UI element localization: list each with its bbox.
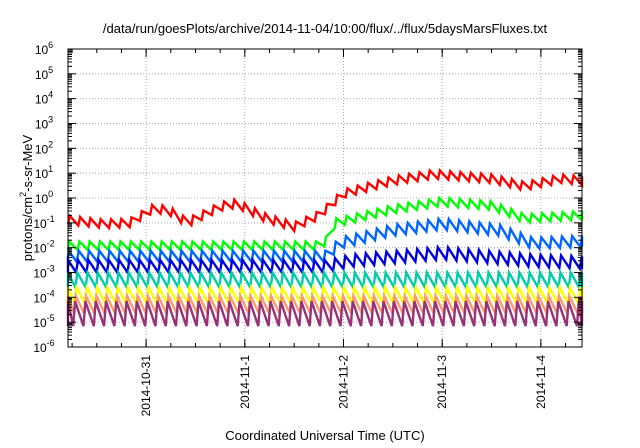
y-tick-label: 10-3 bbox=[33, 264, 54, 281]
series-line-4 bbox=[66, 244, 584, 276]
y-tick-label: 10-2 bbox=[33, 239, 54, 256]
y-tick-label: 104 bbox=[35, 90, 53, 107]
y-tick-label: 10-4 bbox=[33, 288, 54, 305]
y-tick-label: 103 bbox=[35, 115, 53, 132]
y-axis-label-sup: 2 bbox=[18, 192, 28, 197]
y-tick-label: 10-5 bbox=[33, 313, 54, 330]
x-axis-label: Coordinated Universal Time (UTC) bbox=[225, 428, 424, 443]
chart-title: /data/run/goesPlots/archive/2014-11-04/1… bbox=[103, 21, 548, 36]
y-tick-label: 10-1 bbox=[33, 214, 54, 231]
y-tick-label: 100 bbox=[35, 189, 53, 206]
y-axis-label: protons/cm2-s-sr-MeV bbox=[18, 134, 35, 261]
x-ticks: 2014-10-31 2014-11-1 2014-11-2 2014-11-3 201… bbox=[71, 49, 567, 417]
x-tick-label: 2014-11-4 bbox=[534, 355, 548, 409]
series-group bbox=[66, 167, 584, 327]
y-tick-label: 106 bbox=[35, 40, 53, 57]
series-line-3 bbox=[66, 215, 584, 265]
series-line-5 bbox=[66, 268, 584, 292]
x-tick-label: 2014-10-31 bbox=[139, 355, 153, 417]
y-tick-label: 105 bbox=[35, 65, 53, 82]
series-line-1 bbox=[66, 167, 584, 234]
series-line-2 bbox=[66, 195, 584, 253]
series-line-8 bbox=[66, 300, 584, 327]
y-tick-label: 102 bbox=[35, 139, 53, 156]
y-ticks: 10-6 10-5 10-4 10-3 10-2 10-1 100 101 102 103 104 1… bbox=[33, 40, 582, 355]
y-tick-label: 101 bbox=[35, 164, 53, 181]
series-line-6 bbox=[66, 283, 584, 309]
y-axis-label-main: protons/cm bbox=[20, 197, 35, 261]
y-tick-label: 10-6 bbox=[33, 338, 54, 355]
y-axis-label-tail: -s-sr-MeV bbox=[20, 134, 35, 191]
x-tick-label: 2014-11-1 bbox=[238, 355, 252, 409]
x-tick-label: 2014-11-2 bbox=[337, 355, 351, 409]
series-line-7 bbox=[66, 291, 584, 318]
x-tick-label: 2014-11-3 bbox=[435, 355, 449, 409]
